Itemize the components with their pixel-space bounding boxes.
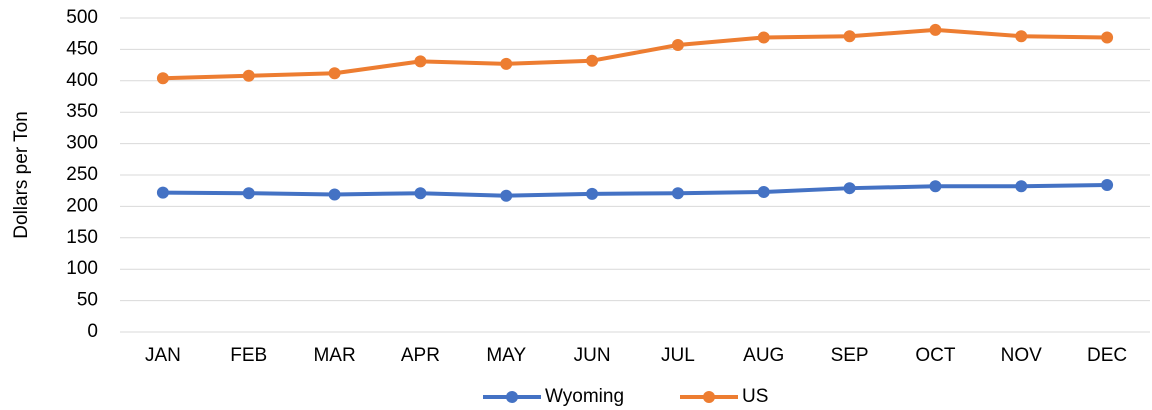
y-tick-label: 350 [66, 101, 98, 122]
data-point [1101, 31, 1114, 44]
series-line [162, 183, 1108, 198]
x-tick-label: MAY [486, 345, 526, 366]
data-point [671, 187, 684, 200]
data-point [500, 189, 513, 202]
legend-marker [703, 391, 715, 403]
data-point [1015, 180, 1028, 193]
data-point [843, 182, 856, 195]
x-tick-label: NOV [1001, 345, 1043, 366]
data-point [757, 185, 770, 198]
x-tick-label: SEP [831, 345, 869, 366]
y-tick-label: 50 [77, 290, 98, 311]
x-tick-label: AUG [743, 345, 784, 366]
y-tick-label: 150 [66, 227, 98, 248]
data-point [242, 187, 255, 200]
data-point [757, 31, 770, 44]
x-tick-label: JUL [661, 345, 695, 366]
legend-marker [506, 391, 518, 403]
data-point [586, 187, 599, 200]
data-point [328, 67, 341, 80]
y-tick-label: 0 [87, 321, 98, 342]
x-tick-label: JUN [574, 345, 611, 366]
data-point [586, 54, 599, 67]
x-tick-label: APR [401, 345, 440, 366]
y-tick-label: 500 [66, 7, 98, 28]
legend-label: US [742, 386, 768, 407]
legend-label: Wyoming [545, 386, 624, 407]
data-point [671, 39, 684, 52]
data-point [929, 23, 942, 36]
y-tick-label: 300 [66, 133, 98, 154]
data-point [156, 72, 169, 85]
data-point [500, 57, 513, 70]
x-tick-label: OCT [915, 345, 956, 366]
data-point [414, 55, 427, 68]
x-tick-label: DEC [1087, 345, 1127, 366]
data-point [156, 186, 169, 199]
y-tick-label: 100 [66, 258, 98, 279]
data-point [1101, 179, 1114, 192]
data-point [328, 188, 341, 201]
data-point [414, 187, 427, 200]
y-tick-label: 250 [66, 164, 98, 185]
series-line [162, 27, 1108, 81]
y-axis-label: Dollars per Ton [11, 111, 32, 238]
data-point [929, 180, 942, 193]
x-tick-label: MAR [313, 345, 355, 366]
data-point [843, 30, 856, 43]
x-tick-label: JAN [145, 345, 181, 366]
data-point [1015, 30, 1028, 43]
y-tick-label: 450 [66, 38, 98, 59]
x-tick-label: FEB [230, 345, 267, 366]
y-tick-label: 200 [66, 195, 98, 216]
data-point [242, 69, 255, 82]
y-tick-label: 400 [66, 70, 98, 91]
